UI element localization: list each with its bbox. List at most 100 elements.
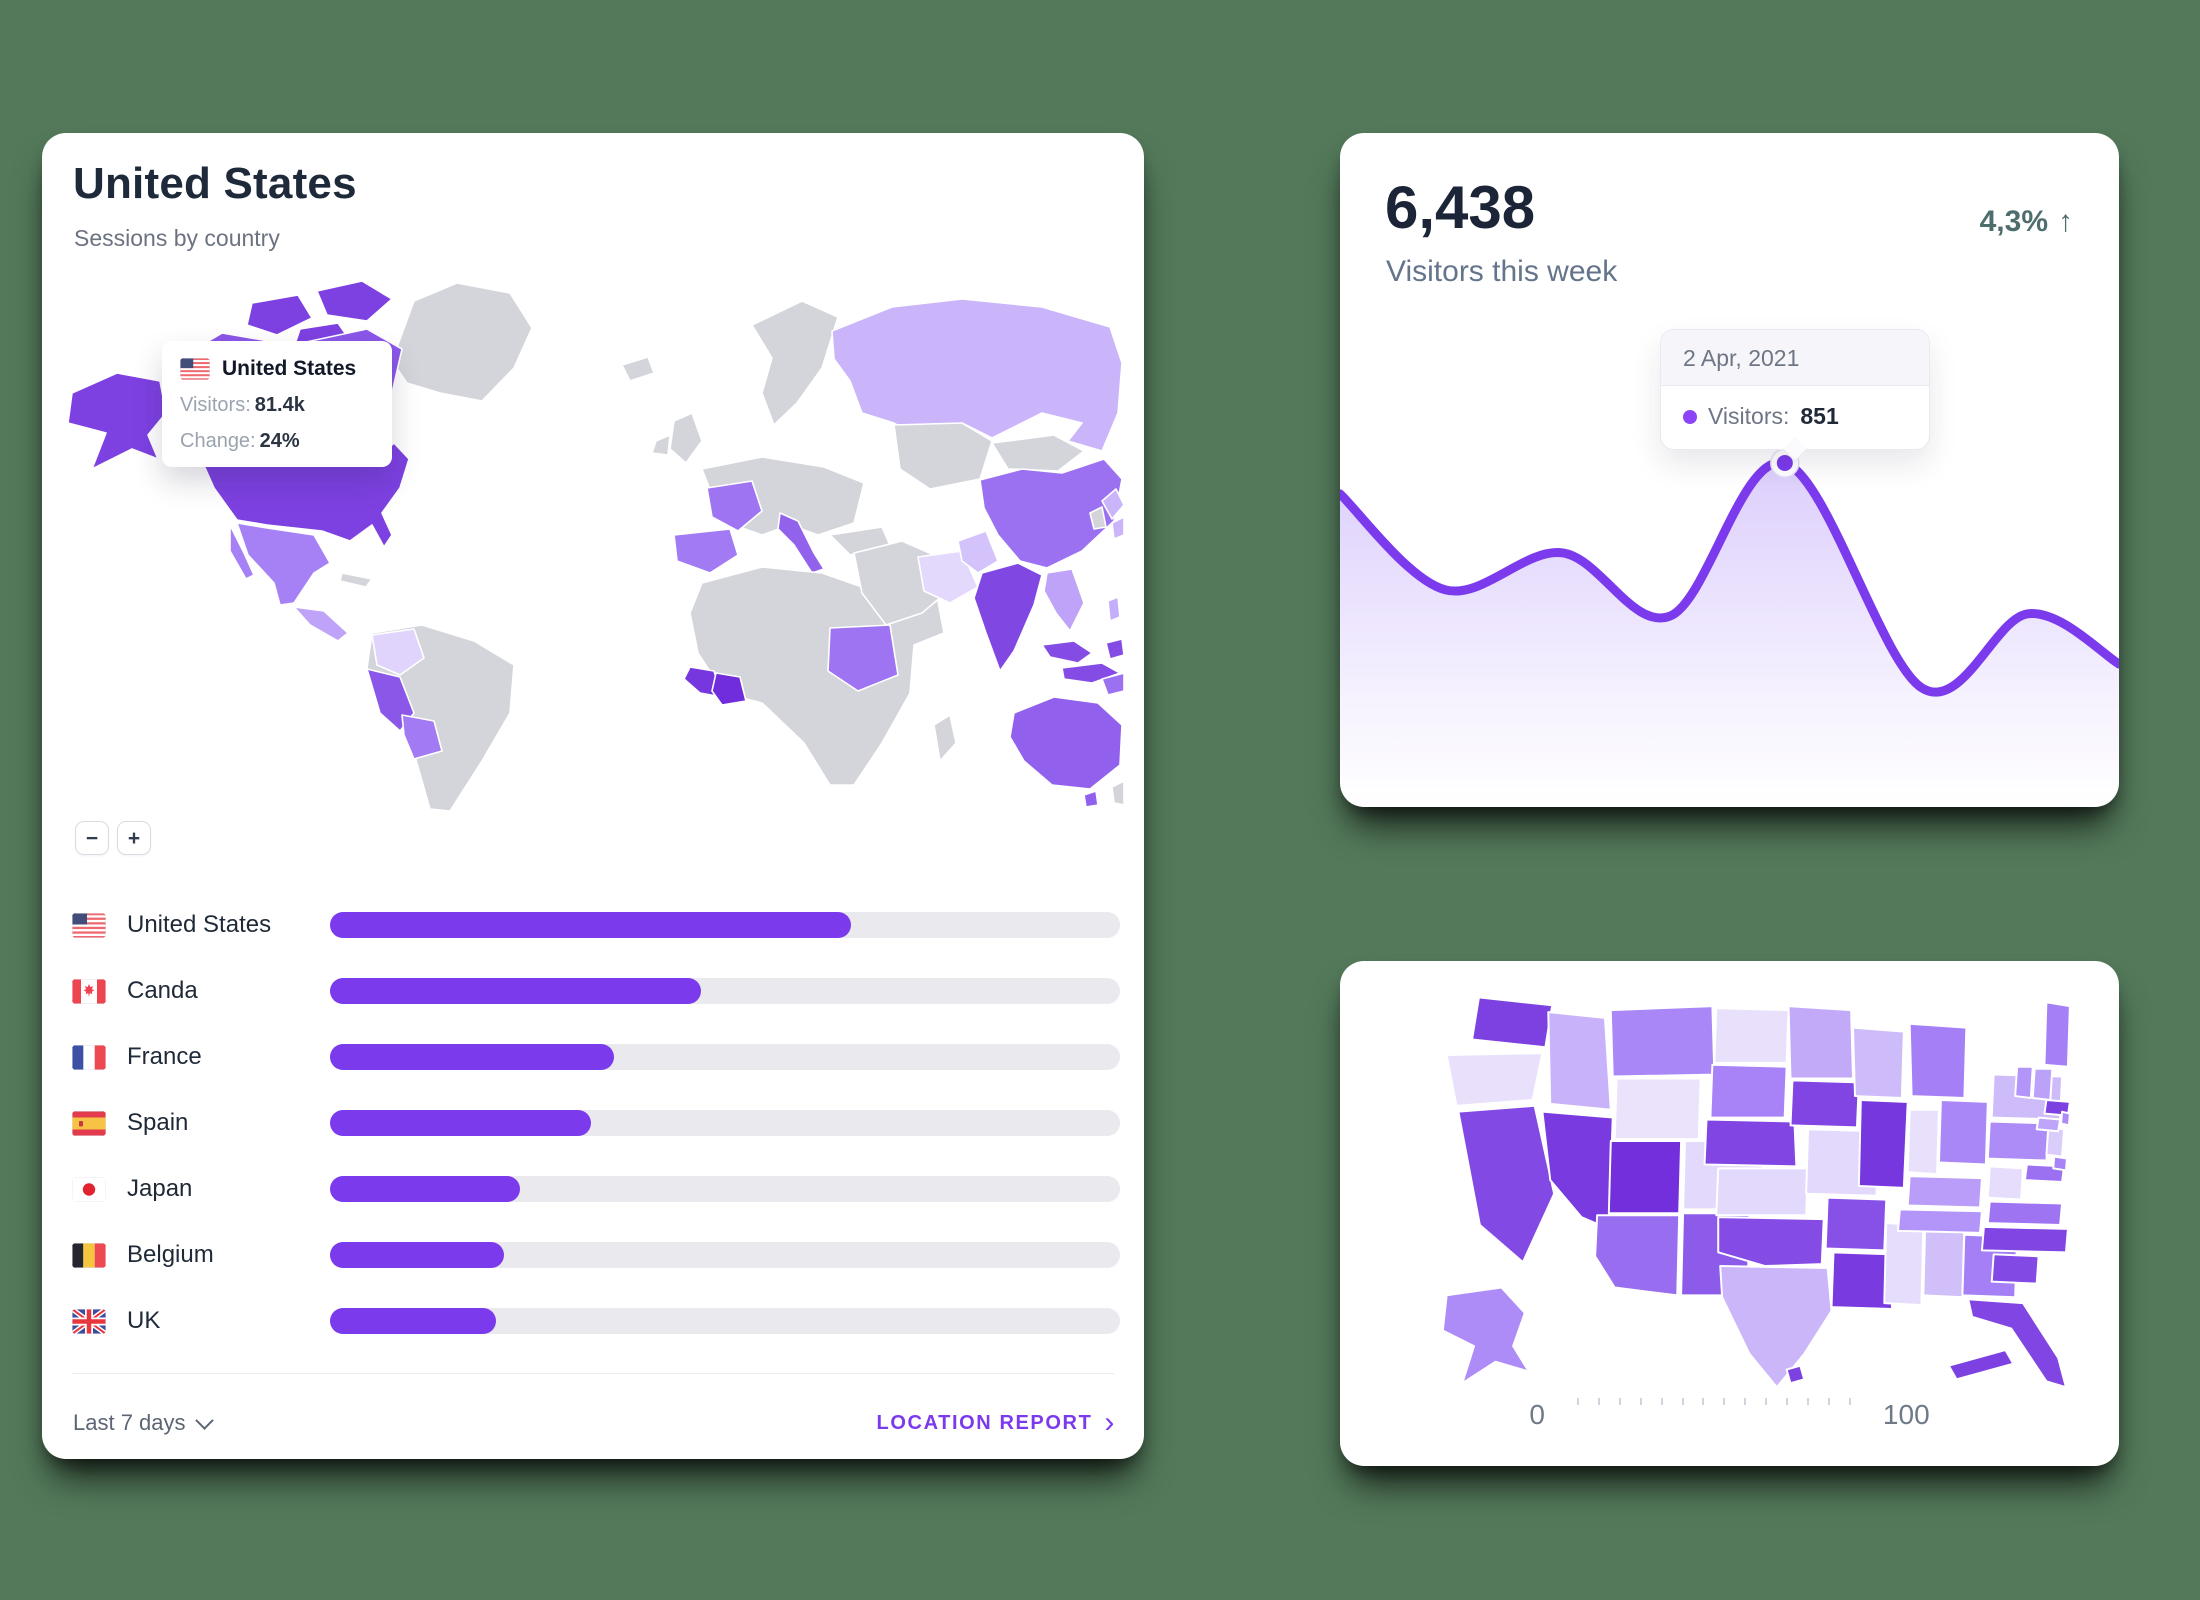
state-wa [1471,996,1554,1049]
sessions-bar-track [330,1044,1120,1070]
state-ok [1717,1216,1825,1267]
country-label: Canda [127,977,198,1004]
state-id [1547,1011,1612,1111]
country-label: United States [127,911,272,938]
country-us [201,442,410,548]
state-wi [1852,1026,1905,1099]
country-row-ca: Canda [72,958,1120,1024]
state-az [1594,1214,1681,1297]
tooltip-country: United States [222,357,357,380]
country-au [1083,790,1099,808]
country-ir [917,550,979,604]
area-line [1340,458,2119,697]
country-list: United States Canda France Spain Japan Belgiu… [72,892,1120,1354]
us-states-card: 0 100 [1340,961,2119,1466]
tooltip-visitors-row: Visitors: 81.4k [180,394,305,416]
state-nc [1980,1225,2069,1254]
country-row-us: United States [72,892,1120,958]
card-footer: Last 7 days LOCATION REPORT › [73,1395,1116,1451]
visitors-week-card: 6,438 Visitors this week 4,3% ↑ 2 Apr, 2… [1340,133,2119,807]
sessions-bar-fill [330,912,852,938]
state-in [1906,1108,1940,1176]
country-label: Japan [127,1175,193,1202]
country-no-data [751,300,839,426]
country-gh [711,672,747,706]
country-ru [831,298,1123,452]
date-range-select[interactable]: Last 7 days [73,1410,214,1436]
sessions-bar-fill [330,1242,504,1268]
country-no-data [1089,506,1107,530]
state-wy [1613,1077,1702,1141]
gb-flag-icon [72,1308,106,1334]
country-label: UK [127,1307,161,1334]
country-idn [1041,640,1093,664]
country-mx [236,522,331,606]
tooltip-series-row: Visitors: 851 [1661,386,1929,449]
visitors-area-chart[interactable] [1340,427,2119,807]
area-fill [1340,462,2119,807]
country-no-data [669,412,703,464]
country-ca_arctic [246,294,313,336]
country-bo [401,714,443,760]
visitors-label: Visitors this week [1386,255,1618,288]
state-hi [1785,1364,1806,1385]
country-no-data [651,434,671,456]
date-range-label: Last 7 days [73,1410,186,1435]
zoom-out-button[interactable]: − [75,821,109,855]
legend-ticks [1576,1398,1851,1405]
sessions-bar-track [330,1242,1120,1268]
country-th [1043,568,1085,632]
chevron-right-icon: › [1104,1406,1116,1439]
sessions-bar-track [330,912,1120,938]
location-report-link[interactable]: LOCATION REPORT › [876,1406,1116,1439]
state-va [1986,1200,2064,1226]
card-title: United States [73,159,357,208]
sessions-bar-track [330,1110,1120,1136]
country-row-be: Belgium [72,1222,1120,1288]
us-choropleth-map[interactable] [1378,973,2078,1393]
series-dot-icon [1683,409,1697,424]
zoom-in-button[interactable]: + [117,821,151,855]
state-nd [1713,1007,1790,1064]
state-ne [1703,1118,1798,1168]
country-pk [957,530,999,574]
country-no-data [621,356,655,382]
state-or [1445,1052,1544,1107]
state-la [1830,1251,1894,1310]
state-mn [1787,1005,1854,1080]
sessions-bar-track [330,978,1120,1004]
state-il [1857,1099,1909,1189]
country-sd [827,624,899,692]
us-flag-icon [72,912,106,938]
chart-tooltip: 2 Apr, 2021 Visitors: 851 [1660,329,1930,462]
data-point-marker [1776,454,1793,471]
country-label: France [127,1043,202,1070]
country-no-data [391,282,533,402]
country-fr [706,480,763,532]
state-mt [1609,1005,1716,1078]
sessions-bar-fill [330,1308,496,1334]
country-idn [1105,638,1124,660]
arrow-up-icon: ↑ [2058,205,2073,238]
state-ar [1824,1196,1888,1252]
country-ca_arctic [316,280,393,322]
country-mx [229,524,255,580]
country-no-data [991,434,1085,472]
country-cam [293,606,349,642]
state-nh [2031,1067,2054,1101]
sessions-bar-track [330,1308,1120,1334]
ca-flag-icon [72,978,106,1004]
country-no-data [893,422,993,490]
state-sd [1709,1063,1788,1119]
es-flag-icon [72,1110,106,1136]
state-sc [1990,1253,2040,1285]
state-ms [1883,1222,1925,1307]
country-no-data [1111,780,1124,806]
country-label: Spain [127,1109,189,1136]
state-tn [1896,1208,1983,1234]
delta-value: 4,3% [1979,205,2048,238]
sessions-by-country-card: United States Sessions by country United… [42,133,1144,1459]
state-hi2 [1947,1349,2015,1381]
sessions-bar-fill [330,978,702,1004]
